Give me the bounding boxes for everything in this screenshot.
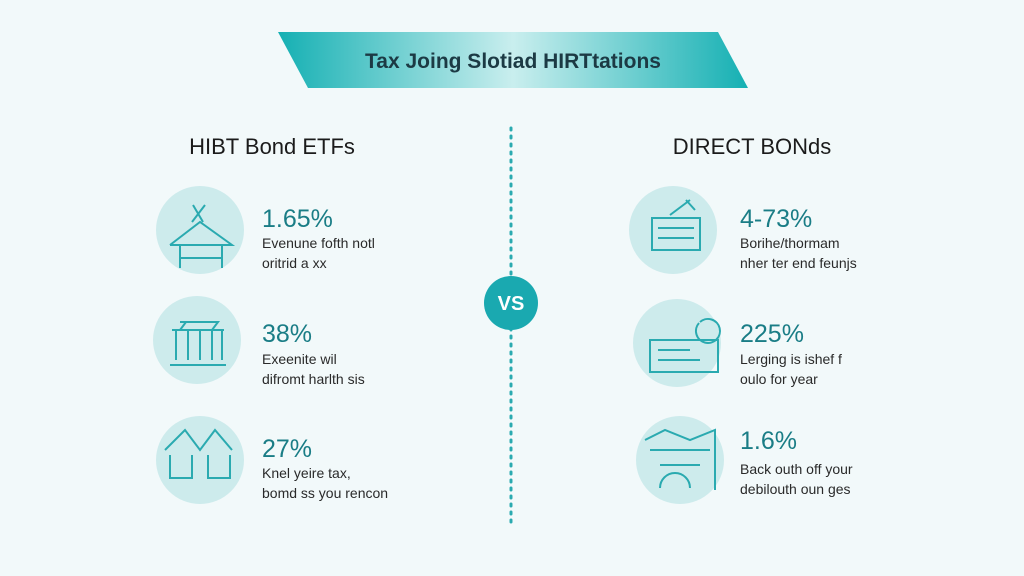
description: Lerging is ishef f [740, 351, 842, 367]
stat: 4-73% [740, 205, 812, 233]
description: oulo for year [740, 371, 818, 387]
icon [164, 428, 233, 479]
right-heading: DIRECT BONds [673, 134, 832, 159]
stat: 1.6% [740, 427, 797, 455]
icon-circle [636, 416, 724, 504]
description: Knel yeire tax, [262, 465, 351, 481]
icon-circle [153, 296, 241, 384]
description: bomd ss you rencon [262, 485, 388, 501]
left-heading: HIBT Bond ETFs [189, 134, 355, 159]
vs-text: VS [498, 293, 525, 315]
icon [651, 199, 701, 251]
icon [169, 204, 236, 268]
description: Evenune fofth notl [262, 235, 375, 251]
icon-circle [633, 299, 721, 387]
description: Back outh off your [740, 461, 853, 477]
stat: 38% [262, 320, 312, 348]
description: nher ter end feunjs [740, 255, 857, 271]
vs-badge [484, 276, 538, 330]
icon-circle [156, 186, 244, 274]
icon [649, 317, 721, 373]
stat: 1.65% [262, 205, 333, 233]
description: Borihe/thormam [740, 235, 840, 251]
icon [170, 321, 226, 366]
stat: 225% [740, 320, 804, 348]
stat: 27% [262, 435, 312, 463]
icon-circle [629, 186, 717, 274]
description: oritrid a xx [262, 255, 327, 271]
description: Exeenite wil [262, 351, 337, 367]
description: difromt harlth sis [262, 371, 365, 387]
description: debilouth oun ges [740, 481, 851, 497]
title-banner [278, 32, 748, 88]
icon [644, 428, 716, 490]
title: Tax Joing Slotiad HIRTtations [365, 50, 661, 73]
